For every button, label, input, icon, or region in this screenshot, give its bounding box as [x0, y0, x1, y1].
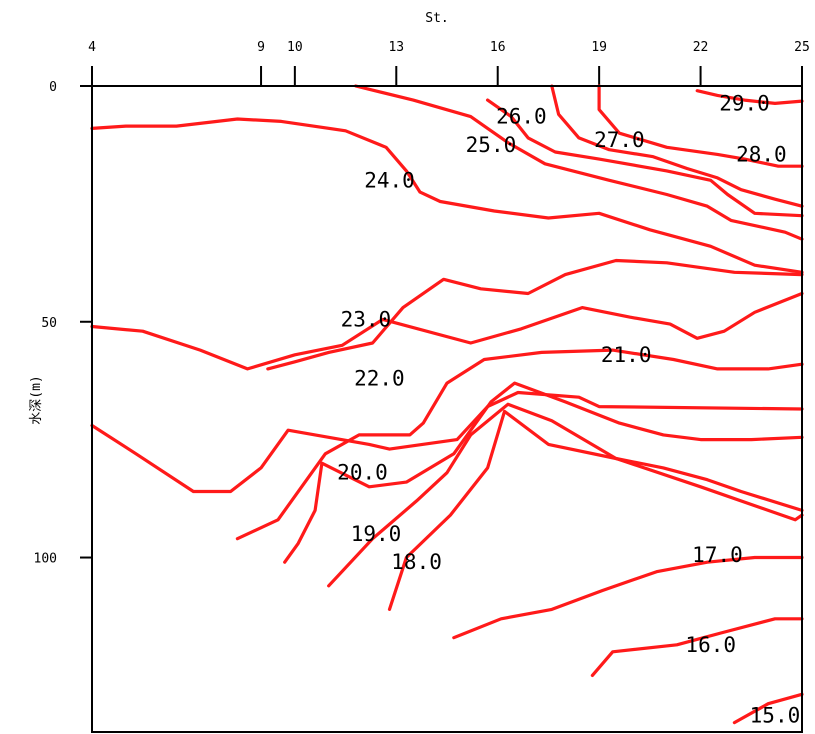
x-axis-title: St.: [425, 11, 448, 26]
contour-label-15.0: 15.0: [750, 703, 801, 727]
y-tick-label-0: 0: [49, 80, 57, 95]
y-tick-label-2: 100: [34, 552, 57, 567]
x-axis-ticks: 4 9 10 13 16 19 22 25: [88, 40, 810, 86]
isoline-29.0: [695, 89, 804, 105]
contour-lines: [90, 84, 804, 725]
contour-label-20.0: 20.0: [337, 461, 388, 485]
contour-label-28.0: 28.0: [736, 142, 787, 166]
y-axis-ticks: 0 50 100: [34, 80, 92, 567]
x-tick-label-7: 25: [794, 40, 810, 55]
isoline-15.0: [590, 617, 804, 677]
x-tick-label-1: 9: [257, 40, 265, 55]
contour-label-19.0: 19.0: [351, 522, 402, 546]
y-tick-label-1: 50: [41, 316, 57, 331]
x-tick-label-6: 22: [693, 40, 709, 55]
contour-labels: 29.0 26.0 27.0 25.0 28.0 24.0 23.0 21.0 22.0 20.0…: [337, 91, 800, 727]
isoline-27.0: [550, 84, 804, 208]
contour-label-22.0: 22.0: [354, 366, 405, 390]
isoline-21.0: [235, 348, 804, 541]
x-tick-label-4: 16: [490, 40, 506, 55]
contour-label-18.0: 18.0: [391, 550, 442, 574]
contour-label-21.0: 21.0: [601, 343, 652, 367]
contour-label-27.0: 27.0: [594, 128, 645, 152]
y-axis-title: 水深(m): [29, 375, 44, 424]
plot-frame: [91, 85, 803, 733]
contour-label-29.0: 29.0: [719, 91, 770, 115]
contour-label-16.0: 16.0: [685, 633, 736, 657]
contour-label-26.0: 26.0: [496, 105, 547, 129]
isoline-14.0: [732, 692, 804, 725]
x-tick-label-3: 13: [388, 40, 404, 55]
isoline-16.0: [452, 555, 804, 640]
contour-label-23.0: 23.0: [341, 307, 392, 331]
contour-label-24.0: 24.0: [364, 168, 415, 192]
isoline-18.0: [327, 402, 804, 588]
isoline-25.0: [354, 84, 804, 241]
contour-label-25.0: 25.0: [466, 133, 517, 157]
isoline-22.0: [90, 291, 804, 371]
isoline-20.0: [90, 390, 804, 494]
isoline-28.0: [597, 84, 804, 168]
isoline-19.0: [283, 381, 804, 564]
isoline-26.0: [486, 98, 804, 218]
isoline-23.0: [266, 258, 804, 371]
x-tick-label-5: 19: [591, 40, 607, 55]
contour-label-17.0: 17.0: [692, 543, 743, 567]
x-tick-label-0: 4: [88, 40, 96, 55]
isoline-17.0: [387, 409, 804, 611]
isoline-24.0: [90, 117, 804, 274]
x-tick-label-2: 10: [287, 40, 303, 55]
